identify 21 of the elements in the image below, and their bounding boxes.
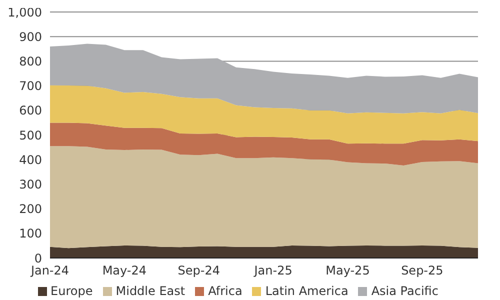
y-tick-label: 600 [19,104,42,118]
y-tick-label: 500 [19,128,42,142]
legend-label: Asia Pacific [371,284,438,298]
x-tick-label: May-24 [102,264,147,278]
x-tick-label: Jan-24 [30,264,70,278]
x-tick-label: May-25 [326,264,370,278]
legend-label: Europe [50,284,93,298]
legend-label: Middle East [116,284,186,298]
y-tick-label: 800 [19,54,42,68]
y-tick-label: 100 [19,226,42,241]
y-tick-label: 300 [19,177,42,192]
x-tick-label: Sep-25 [401,264,444,278]
y-tick-label: 900 [19,30,42,44]
x-tick-label: Sep-24 [178,264,220,278]
legend-label: Latin America [265,284,348,298]
y-tick-label: 700 [19,79,42,94]
legend-label: Africa [208,284,242,298]
y-tick-label: 400 [19,152,42,167]
y-tick-label: 200 [19,202,42,216]
y-tick-label: 0 [34,251,42,266]
x-tick-label: Jan-25 [253,264,292,278]
